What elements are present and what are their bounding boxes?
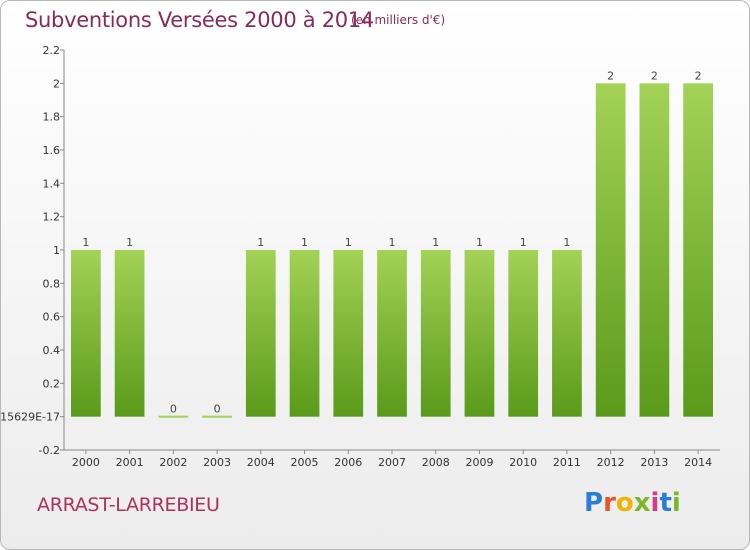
y-tick-label: 2 xyxy=(53,77,60,90)
y-tick-label: 0.4 xyxy=(43,344,61,357)
logo-letter: t xyxy=(659,488,672,518)
y-tick-label: 0.8 xyxy=(43,277,61,290)
chart-title: Subventions Versées 2000 à 2014 xyxy=(25,8,374,32)
logo-letter: i xyxy=(650,488,660,518)
data-label: 1 xyxy=(389,236,396,249)
data-label: 2 xyxy=(651,69,658,82)
data-label: 1 xyxy=(432,236,439,249)
logo-letter: x xyxy=(633,488,651,518)
bar xyxy=(70,250,101,417)
bar xyxy=(202,415,232,418)
x-tick-label: 2006 xyxy=(334,456,362,469)
bar xyxy=(377,250,407,417)
bar xyxy=(595,83,626,417)
x-tick-label: 2014 xyxy=(684,456,712,469)
y-tick-label: 2.2 xyxy=(43,44,61,57)
data-label: 1 xyxy=(520,236,527,249)
y-tick-label: 1.8 xyxy=(43,111,61,124)
logo-letter: P xyxy=(584,488,604,518)
x-tick-label: 2001 xyxy=(116,456,144,469)
bar xyxy=(245,250,276,417)
data-label: 1 xyxy=(563,236,570,249)
logo-letter: r xyxy=(603,488,616,518)
data-label: 2 xyxy=(607,69,614,82)
y-tick-label: -1.15629E-17 xyxy=(0,411,60,424)
data-label: 1 xyxy=(301,236,308,249)
bar xyxy=(508,250,539,417)
y-tick-label: -0.2 xyxy=(39,444,60,457)
bar xyxy=(639,83,670,417)
logo-letter: o xyxy=(615,488,634,518)
data-label: 0 xyxy=(214,403,221,416)
proxiti-logo: Proxiti xyxy=(584,488,681,518)
logo-letter: i xyxy=(671,488,681,518)
x-tick-label: 2003 xyxy=(203,456,231,469)
bar xyxy=(333,250,364,417)
y-tick-label: 1.4 xyxy=(43,177,61,190)
bar xyxy=(158,415,189,418)
y-tick-label: 1.2 xyxy=(43,211,61,224)
bar xyxy=(420,250,451,417)
bar xyxy=(552,250,582,417)
commune-name: ARRAST-LARREBIEU xyxy=(37,494,220,516)
x-tick-label: 2008 xyxy=(422,456,450,469)
bar xyxy=(114,250,145,417)
bar xyxy=(464,250,495,417)
x-tick-label: 2007 xyxy=(378,456,406,469)
x-tick-label: 2011 xyxy=(553,456,581,469)
x-tick-label: 2012 xyxy=(597,456,625,469)
data-label: 1 xyxy=(257,236,264,249)
x-tick-label: 2013 xyxy=(640,456,668,469)
y-tick-label: 1.6 xyxy=(43,144,61,157)
x-tick-label: 2004 xyxy=(247,456,275,469)
data-label: 1 xyxy=(82,236,89,249)
data-label: 1 xyxy=(126,236,133,249)
x-tick-label: 2000 xyxy=(72,456,100,469)
data-label: 2 xyxy=(695,69,702,82)
x-tick-label: 2010 xyxy=(509,456,537,469)
data-label: 0 xyxy=(170,403,177,416)
x-tick-label: 2009 xyxy=(465,456,493,469)
y-tick-label: 0.6 xyxy=(43,311,61,324)
x-tick-label: 2005 xyxy=(291,456,319,469)
data-label: 1 xyxy=(476,236,483,249)
data-label: 1 xyxy=(345,236,352,249)
bar xyxy=(289,250,320,417)
y-tick-label: 1 xyxy=(53,244,60,257)
x-tick-label: 2002 xyxy=(159,456,187,469)
y-tick-label: 0.2 xyxy=(43,377,61,390)
chart-subtitle: (en milliers d'€) xyxy=(351,13,446,27)
bar xyxy=(683,83,714,417)
